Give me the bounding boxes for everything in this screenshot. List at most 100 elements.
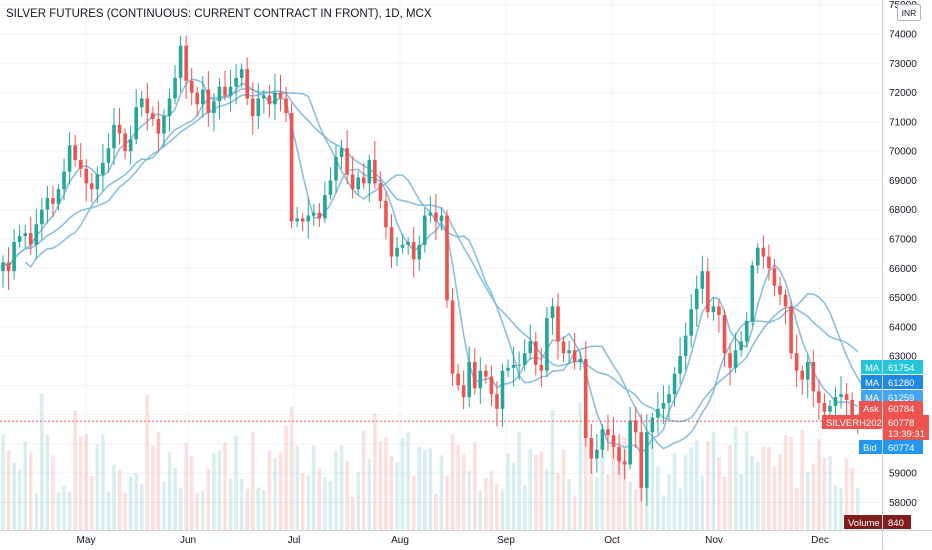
volume-bar (184, 443, 188, 530)
candle (384, 190, 388, 240)
candle-body (489, 376, 494, 395)
candle-body (694, 288, 699, 310)
volume-bar (678, 488, 682, 530)
x-tick-label: Jul (288, 535, 301, 546)
candle-body (278, 92, 283, 99)
volume-bar (756, 462, 760, 530)
candle-body (234, 77, 238, 87)
volume-bar (772, 466, 777, 530)
candle (350, 156, 355, 199)
candle-body (195, 92, 200, 105)
candle (689, 294, 693, 348)
time-axis[interactable]: May Jun Jul Aug Sep Oct Nov Dec (77, 535, 829, 546)
candle-body (45, 197, 50, 210)
candle-body (711, 306, 716, 313)
candle-body (245, 69, 249, 99)
currency-button[interactable]: INR (897, 4, 921, 21)
volume-bar (522, 484, 527, 530)
candle (534, 331, 538, 376)
volume-bar (833, 485, 838, 530)
candle (295, 206, 299, 228)
candle (245, 57, 249, 105)
symbol-label: SILVERH2022 (826, 418, 887, 429)
candle (761, 235, 766, 269)
candle (600, 423, 605, 458)
candle (539, 348, 544, 387)
y-tick-label: 69000 (889, 176, 917, 187)
candle-body (683, 335, 688, 357)
volume-bar (661, 495, 666, 530)
volume-bar (761, 446, 766, 530)
candle-body (656, 408, 660, 418)
volume-bar (250, 431, 255, 530)
ma-line-1 (2, 78, 859, 455)
candle (300, 212, 305, 232)
candle (395, 236, 399, 266)
candle-body (90, 183, 94, 190)
candle (417, 235, 422, 271)
candle-body (772, 268, 777, 286)
candle-body (73, 145, 77, 160)
candle-body (139, 98, 144, 108)
candle-body (750, 265, 755, 321)
candle (561, 336, 566, 363)
volume-bar (567, 479, 571, 530)
candle-body (151, 113, 155, 119)
volume-bar (817, 439, 821, 530)
candle-body (645, 432, 649, 488)
volume-bar (34, 493, 39, 530)
candle-body (528, 341, 533, 354)
candle (234, 64, 238, 105)
volume-bar (78, 436, 83, 530)
volume-bar (273, 458, 277, 530)
candle (678, 337, 682, 384)
candle-body (428, 212, 433, 216)
volume-bar (384, 437, 388, 530)
candle-body (389, 227, 394, 257)
volume-bar (694, 440, 699, 530)
candle (28, 216, 33, 255)
volume-bar (67, 491, 72, 530)
candle-body (639, 432, 644, 488)
bid-price-badge (883, 440, 923, 454)
volume-bar (6, 449, 11, 530)
x-tick-label: Jun (180, 535, 196, 546)
candle-body (617, 446, 621, 462)
candle (106, 133, 111, 173)
volume-bar (95, 444, 100, 530)
volume-bar (162, 481, 166, 530)
candle-body (805, 361, 810, 380)
candle (750, 260, 755, 327)
x-tick-label: Aug (391, 535, 409, 546)
candle (345, 130, 349, 185)
volume-bar (800, 429, 804, 530)
candle-body (361, 177, 366, 184)
volume-bar (17, 469, 22, 530)
candle-body (495, 394, 499, 409)
candle (112, 107, 116, 165)
candle (728, 343, 732, 386)
volume-bar (367, 459, 372, 530)
candle-body (101, 162, 105, 175)
volume-bar (350, 496, 355, 530)
volume-bar (667, 474, 671, 530)
candle-body (206, 89, 211, 114)
candle (267, 84, 272, 118)
candle-body (306, 215, 311, 222)
price-axis[interactable]: 5800059000600006100062000630006400065000… (889, 0, 917, 509)
candle (667, 385, 671, 420)
candle-body (23, 233, 27, 237)
candle (262, 89, 266, 114)
candle (500, 363, 505, 427)
candle (306, 197, 311, 239)
candle-body (417, 244, 422, 260)
candle (672, 367, 677, 407)
y-tick-label: 63000 (889, 352, 917, 363)
volume-bar (572, 495, 577, 530)
candle (633, 407, 638, 449)
candle (484, 364, 488, 384)
candle (617, 434, 621, 476)
ma-value-1: 61754 (888, 363, 914, 374)
candle (606, 415, 610, 452)
